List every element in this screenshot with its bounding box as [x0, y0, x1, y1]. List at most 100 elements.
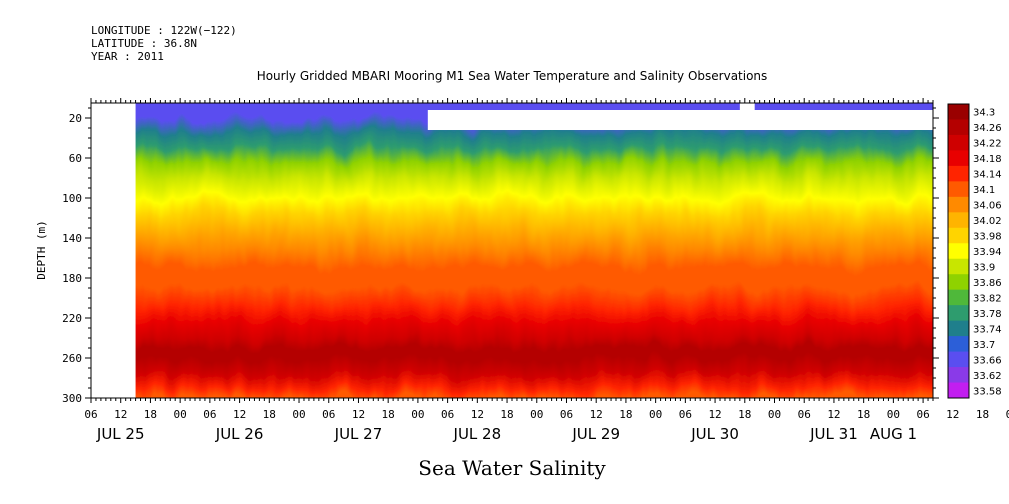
colorbar-swatch	[948, 119, 969, 136]
x-day-label: JUL 30	[690, 425, 739, 443]
colorbar-level-label: 34.18	[973, 154, 1002, 165]
y-tick-label: 260	[62, 352, 82, 365]
colorbar-swatch	[948, 351, 969, 368]
colorbar-level-label: 34.26	[973, 123, 1002, 134]
x-hour-label: 00	[887, 408, 900, 421]
colorbar-level-label: 34.02	[973, 216, 1002, 227]
variable-label: Sea Water Salinity	[418, 456, 606, 480]
x-hour-label: 12	[590, 408, 603, 421]
x-hour-label: 06	[560, 408, 573, 421]
x-day-label: JUL 31	[809, 425, 858, 443]
x-hour-label: 12	[708, 408, 721, 421]
colorbar-level-label: 33.74	[973, 324, 1002, 335]
x-hour-label: 12	[827, 408, 840, 421]
x-hour-label: 06	[203, 408, 216, 421]
colorbar-level-label: 33.82	[973, 293, 1002, 304]
colorbar-level-label: 33.9	[973, 262, 995, 273]
x-hour-label: 00	[530, 408, 543, 421]
x-hour-label: 06	[441, 408, 454, 421]
colorbar-swatch	[948, 212, 969, 229]
colorbar-level-label: 34.22	[973, 139, 1002, 150]
colorbar-swatch	[948, 243, 969, 260]
y-tick-label: 300	[62, 392, 82, 405]
colorbar-level-label: 34.3	[973, 108, 995, 119]
colorbar-swatch	[948, 305, 969, 322]
colorbar-level-label: 33.94	[973, 247, 1002, 258]
colorbar-swatch	[948, 382, 969, 399]
colorbar-swatch	[948, 150, 969, 167]
x-day-label: JUL 25	[96, 425, 145, 443]
year-label: YEAR : 2011	[91, 50, 164, 63]
x-hour-label: 18	[738, 408, 751, 421]
x-hour-label: 00	[768, 408, 781, 421]
x-hour-label: 12	[471, 408, 484, 421]
x-hour-label: 00	[1006, 408, 1009, 421]
x-hour-label: 18	[144, 408, 157, 421]
x-hour-label: 06	[916, 408, 929, 421]
x-hour-label: 00	[411, 408, 424, 421]
colorbar-level-label: 34.14	[973, 170, 1002, 181]
missing-data-regions	[91, 103, 933, 398]
y-axis: 20 60 100 140 180 220 260 300	[62, 107, 939, 405]
missing-data-region	[739, 103, 755, 110]
colorbar-swatch	[948, 134, 969, 151]
x-hour-label: 18	[857, 408, 870, 421]
x-hour-label: 12	[114, 408, 127, 421]
colorbar-swatch	[948, 367, 969, 384]
colorbar-swatch	[948, 227, 969, 244]
x-hour-label: 18	[263, 408, 276, 421]
colorbar-swatch	[948, 274, 969, 291]
colorbar-level-label: 33.58	[973, 386, 1002, 397]
colorbar-swatch	[948, 289, 969, 306]
y-tick-label: 60	[69, 152, 82, 165]
x-hour-label: 06	[679, 408, 692, 421]
salinity-field	[91, 103, 933, 398]
missing-data-region	[427, 110, 933, 130]
colorbar-swatch	[948, 165, 969, 182]
y-tick-label: 140	[62, 232, 82, 245]
colorbar-level-label: 33.62	[973, 371, 1002, 382]
x-axis: 06 12 18 00 06 12 18 00 06 12 18 00 06 12 18 00 06 12 18 00…	[84, 98, 1009, 443]
x-hour-label: 12	[946, 408, 959, 421]
y-tick-label: 220	[62, 312, 82, 325]
x-day-label: JUL 26	[215, 425, 264, 443]
x-hour-label: 12	[233, 408, 246, 421]
colorbar-legend: 34.3 34.26 34.22 34.18 34.14 34.1 34.06 34.02 33…	[947, 103, 1002, 399]
colorbar-swatch	[948, 181, 969, 198]
colorbar-swatch	[948, 196, 969, 213]
y-tick-label: 20	[69, 112, 82, 125]
x-hour-label: 18	[500, 408, 513, 421]
latitude-label: LATITUDE : 36.8N	[91, 37, 197, 50]
x-hour-label: 06	[84, 408, 97, 421]
x-hour-label: 18	[976, 408, 989, 421]
colorbar-level-label: 33.7	[973, 340, 995, 351]
plot-area	[91, 103, 933, 398]
colorbar-level-label: 33.98	[973, 232, 1002, 243]
x-hour-label: 18	[382, 408, 395, 421]
colorbar-level-label: 34.06	[973, 201, 1002, 212]
colorbar-level-label: 33.78	[973, 309, 1002, 320]
colorbar-level-label: 34.1	[973, 185, 995, 196]
colorbar-frame	[947, 103, 970, 399]
x-day-label: AUG 1	[870, 425, 917, 443]
x-hour-label: 12	[352, 408, 365, 421]
x-hour-label: 00	[174, 408, 187, 421]
missing-data-region	[91, 103, 136, 398]
chart-title: Hourly Gridded MBARI Mooring M1 Sea Wate…	[257, 69, 768, 83]
x-day-label: JUL 29	[571, 425, 620, 443]
y-tick-label: 180	[62, 272, 82, 285]
colorbar-swatch	[948, 258, 969, 275]
x-hour-label: 06	[798, 408, 811, 421]
y-axis-label: DEPTH (m)	[35, 220, 48, 280]
x-hour-label: 00	[292, 408, 305, 421]
colorbar-swatch	[948, 336, 969, 353]
colorbar-level-label: 33.86	[973, 278, 1002, 289]
colorbar-level-label: 33.66	[973, 355, 1002, 366]
x-hour-label: 06	[322, 408, 335, 421]
x-hour-label: 18	[619, 408, 632, 421]
colorbar-swatch	[948, 104, 969, 120]
longitude-label: LONGITUDE : 122W(−122)	[91, 24, 237, 37]
x-day-label: JUL 27	[334, 425, 383, 443]
y-tick-label: 100	[62, 192, 82, 205]
